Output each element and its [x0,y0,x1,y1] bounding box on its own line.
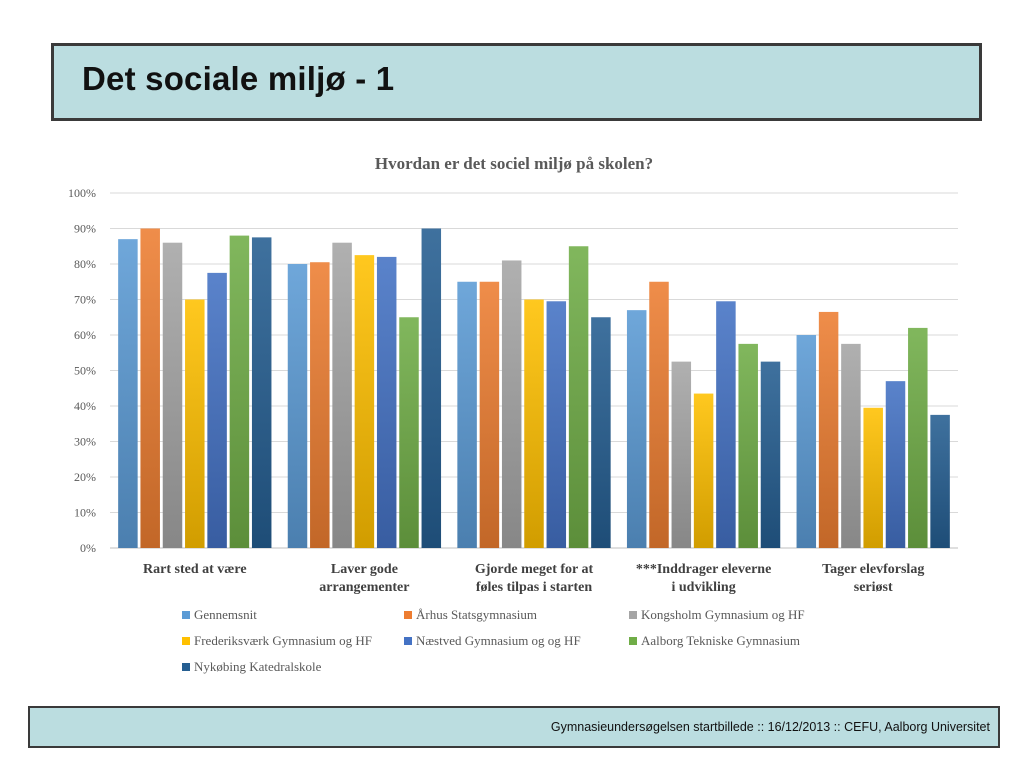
bar [421,228,442,548]
bar [649,281,669,548]
bar [796,335,817,548]
bar [479,281,500,548]
footer-bar: Gymnasieundersøgelsen startbillede :: 16… [28,706,1000,748]
legend-label: Næstved Gymnasium og og HF [416,633,581,648]
bar [568,246,589,548]
x-category-label: Tager elevforslag [822,562,924,577]
bar [930,414,950,548]
legend-swatch [404,637,412,645]
x-category-label: ***Inddrager eleverne [636,562,771,577]
bar [287,264,308,548]
x-category-label: seriøst [854,580,893,595]
y-tick-label: 10% [74,506,96,520]
y-tick-label: 40% [74,399,96,413]
y-tick-label: 90% [74,222,96,236]
slide-title-box: Det sociale miljø - 1 [51,43,982,121]
bar [693,393,714,548]
bar [841,343,861,548]
legend-swatch [629,637,637,645]
bar [760,361,781,548]
x-category-label: arrangementer [319,580,409,595]
y-tick-label: 70% [74,293,96,307]
legend-swatch [404,611,412,619]
bar [457,281,477,548]
slide-title: Det sociale miljø - 1 [82,60,395,97]
bar [118,239,138,548]
legend-swatch [182,637,190,645]
bar [354,255,375,548]
bar [185,299,205,548]
x-category-label: Laver gode [331,562,398,577]
bar [332,242,352,548]
legend-label: Frederiksværk Gymnasium og HF [194,633,372,648]
bar [376,256,397,548]
bar [399,317,419,548]
bar [863,407,883,548]
y-tick-label: 20% [74,470,96,484]
bar [524,299,544,548]
bar [162,242,183,548]
legend-label: Nykøbing Katedralskole [194,659,322,674]
legend-swatch [182,663,190,671]
footer-text: Gymnasieundersøgelsen startbillede :: 16… [550,720,990,734]
y-tick-label: 80% [74,257,96,271]
bar [716,301,736,548]
bar [310,262,330,548]
y-tick-label: 50% [74,364,96,378]
bar [501,260,522,548]
bar [818,311,839,548]
bar [229,235,250,548]
bar [738,343,758,548]
bar [885,381,906,548]
legend-label: Gennemsnit [194,607,257,622]
bar [251,237,272,548]
bar [671,361,692,548]
legend-label: Kongsholm Gymnasium og HF [641,607,805,622]
y-tick-label: 60% [74,328,96,342]
x-category-label: Gjorde meget for at [475,562,594,577]
legend-label: Aalborg Tekniske Gymnasium [641,633,800,648]
chart-text: Hvordan er det sociel miljø på skolen? 0%… [68,154,924,595]
bar [591,317,611,548]
legend-swatch [182,611,190,619]
bars [118,228,950,548]
legend: Gennemsnit Århus Statsgymnasium Kongsholm … [182,607,805,674]
y-tick-label: 100% [68,186,96,200]
bar [207,272,227,548]
x-category-label: føles tilpas i starten [476,580,592,595]
x-category-label: Rart sted at være [143,562,247,577]
legend-swatch [629,611,637,619]
chart-title: Hvordan er det sociel miljø på skolen? [375,154,653,173]
bar [140,228,160,548]
y-tick-label: 0% [80,541,96,555]
x-category-label: i udvikling [671,580,735,595]
y-tick-label: 30% [74,435,96,449]
bar-chart: Hvordan er det sociel miljø på skolen? 0%… [68,154,958,674]
bar [908,327,928,548]
legend-label: Århus Statsgymnasium [416,607,537,622]
bar [626,310,647,548]
bar [546,301,567,548]
